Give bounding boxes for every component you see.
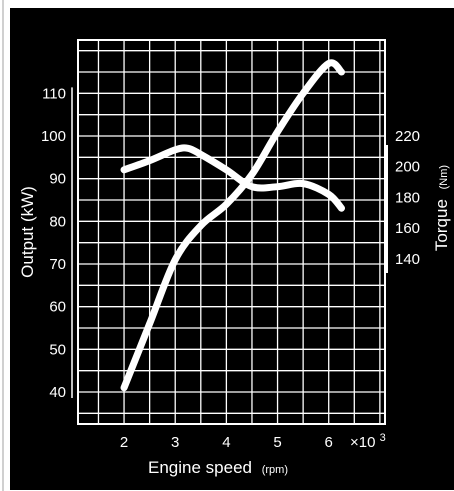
right-axis-label: Torque [432, 199, 451, 251]
x-axis-label: Engine speed [148, 458, 252, 477]
x-tick-label: 3 [171, 434, 179, 451]
left-axis-title: Output (kW) [18, 186, 37, 278]
x-tick-label: 6 [325, 434, 333, 451]
right-axis-unit: (Nm) [438, 165, 450, 189]
plot-border [77, 39, 386, 425]
torque-series-line [120, 144, 346, 212]
x-tick-label: 5 [273, 434, 281, 451]
right-axis-title: Torque (Nm) [432, 165, 451, 251]
x-multiplier: ×10 3 [350, 432, 386, 451]
y-tick-label: 80 [49, 213, 66, 230]
y2-tick-label: 160 [395, 220, 420, 237]
x-axis-unit: (rpm) [262, 464, 288, 476]
y2-tick-label: 140 [395, 251, 420, 268]
y-tick-label: 100 [41, 128, 66, 145]
y-tick-label: 70 [49, 256, 66, 273]
grid-layer [77, 39, 386, 425]
y-tick-label: 110 [42, 85, 66, 102]
y2-tick-label: 180 [395, 189, 420, 206]
y-tick-label: 40 [49, 384, 66, 401]
x-axis-title: Engine speed (rpm) [148, 458, 288, 477]
tick-layer: 40 50 60 70 80 90 100 110 140 160 180 200 220 2 3 4 5 6 [41, 85, 420, 451]
x-tick-label: 4 [222, 434, 230, 451]
x-tick-label: 2 [120, 434, 128, 451]
x-multiplier-exponent: 3 [380, 432, 386, 444]
y-tick-label: 60 [49, 299, 66, 316]
y2-tick-label: 200 [395, 159, 420, 176]
series-layer [120, 59, 346, 392]
output-series-line [120, 59, 346, 392]
page-edge-line [2, 0, 4, 491]
y2-tick-label: 220 [395, 128, 420, 145]
y-tick-label: 90 [49, 171, 66, 188]
y-tick-label: 50 [49, 341, 66, 358]
x-multiplier-base: ×10 [350, 434, 375, 451]
